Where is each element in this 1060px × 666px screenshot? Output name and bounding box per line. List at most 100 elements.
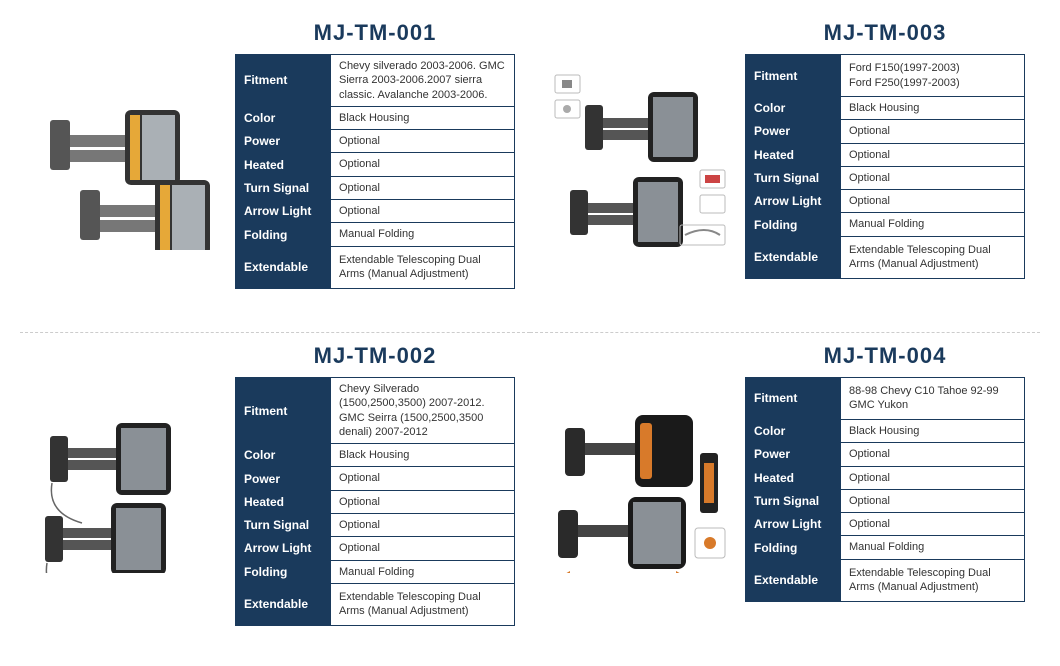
spec-value: Extendable Telescoping Dual Arms (Manual… <box>331 246 515 288</box>
table-row: HeatedOptional <box>746 466 1025 489</box>
spec-label: Arrow Light <box>746 190 841 213</box>
table-row: ExtendableExtendable Telescoping Dual Ar… <box>236 246 515 288</box>
spec-value: Extendable Telescoping Dual Arms (Manual… <box>841 236 1025 278</box>
spec-value: Black Housing <box>841 419 1025 442</box>
spec-label: Color <box>746 97 841 120</box>
spec-label: Power <box>746 443 841 466</box>
spec-table: FitmentFord F150(1997-2003) Ford F250(19… <box>745 54 1025 279</box>
spec-label: Power <box>236 467 331 490</box>
spec-label: Arrow Light <box>236 537 331 560</box>
table-row: FitmentChevy silverado 2003-2006. GMC Si… <box>236 55 515 107</box>
table-row: PowerOptional <box>746 120 1025 143</box>
spec-label: Heated <box>236 153 331 176</box>
product-card: MJ-TM-004 Fitment88-98 Chevy C10 Tahoe 9… <box>530 333 1040 656</box>
spec-label: Color <box>746 419 841 442</box>
spec-value: Optional <box>841 190 1025 213</box>
table-row: FoldingManual Folding <box>236 560 515 583</box>
spec-value: Optional <box>331 490 515 513</box>
spec-table: FitmentChevy silverado 2003-2006. GMC Si… <box>235 54 515 289</box>
table-row: Turn SignalOptional <box>746 489 1025 512</box>
towing-mirror-icon <box>40 70 220 250</box>
spec-value: Optional <box>331 200 515 223</box>
spec-label: Folding <box>746 213 841 236</box>
product-image <box>30 383 230 583</box>
spec-value: Ford F150(1997-2003) Ford F250(1997-2003… <box>841 55 1025 97</box>
spec-value: Optional <box>331 153 515 176</box>
table-row: Arrow LightOptional <box>236 537 515 560</box>
spec-value: Chevy silverado 2003-2006. GMC Sierra 20… <box>331 55 515 107</box>
product-info: MJ-TM-002 FitmentChevy Silverado (1500,2… <box>230 343 520 626</box>
table-row: FoldingManual Folding <box>746 213 1025 236</box>
product-sku: MJ-TM-001 <box>314 20 437 46</box>
spec-value: Black Housing <box>331 444 515 467</box>
table-row: PowerOptional <box>236 130 515 153</box>
spec-label: Folding <box>236 223 331 246</box>
table-row: HeatedOptional <box>236 490 515 513</box>
spec-value: Manual Folding <box>841 213 1025 236</box>
spec-value: Optional <box>331 467 515 490</box>
spec-value: Manual Folding <box>331 560 515 583</box>
table-row: PowerOptional <box>746 443 1025 466</box>
product-image <box>30 60 230 260</box>
table-row: Turn SignalOptional <box>746 166 1025 189</box>
spec-value: Extendable Telescoping Dual Arms (Manual… <box>331 583 515 625</box>
table-row: HeatedOptional <box>746 143 1025 166</box>
spec-label: Extendable <box>236 583 331 625</box>
table-row: Turn SignalOptional <box>236 176 515 199</box>
spec-label: Turn Signal <box>746 489 841 512</box>
table-row: ExtendableExtendable Telescoping Dual Ar… <box>746 559 1025 601</box>
product-info: MJ-TM-001 FitmentChevy silverado 2003-20… <box>230 20 520 289</box>
spec-label: Power <box>236 130 331 153</box>
table-row: Turn SignalOptional <box>236 514 515 537</box>
table-row: PowerOptional <box>236 467 515 490</box>
spec-label: Folding <box>746 536 841 559</box>
table-row: Arrow LightOptional <box>236 200 515 223</box>
product-card: MJ-TM-001 FitmentChevy silverado 2003-20… <box>20 10 530 333</box>
towing-mirror-icon <box>40 393 220 573</box>
spec-value: Optional <box>841 513 1025 536</box>
spec-label: Extendable <box>746 559 841 601</box>
spec-value: Optional <box>841 443 1025 466</box>
product-sku: MJ-TM-004 <box>824 343 947 369</box>
spec-label: Folding <box>236 560 331 583</box>
spec-label: Fitment <box>236 377 331 443</box>
spec-value: Black Housing <box>331 106 515 129</box>
product-sku: MJ-TM-003 <box>824 20 947 46</box>
table-row: ColorBlack Housing <box>746 97 1025 120</box>
table-row: FoldingManual Folding <box>746 536 1025 559</box>
spec-value: Optional <box>841 120 1025 143</box>
spec-label: Turn Signal <box>236 176 331 199</box>
spec-value: Optional <box>841 489 1025 512</box>
spec-value: 88-98 Chevy C10 Tahoe 92-99 GMC Yukon <box>841 377 1025 419</box>
product-info: MJ-TM-003 FitmentFord F150(1997-2003) Fo… <box>740 20 1030 279</box>
spec-value: Optional <box>841 143 1025 166</box>
spec-value: Optional <box>331 130 515 153</box>
spec-label: Fitment <box>746 377 841 419</box>
table-row: Arrow LightOptional <box>746 190 1025 213</box>
table-row: ColorBlack Housing <box>746 419 1025 442</box>
table-row: Arrow LightOptional <box>746 513 1025 536</box>
table-row: Fitment88-98 Chevy C10 Tahoe 92-99 GMC Y… <box>746 377 1025 419</box>
towing-mirror-icon <box>550 70 730 250</box>
spec-value: Optional <box>331 176 515 199</box>
spec-label: Power <box>746 120 841 143</box>
spec-label: Arrow Light <box>746 513 841 536</box>
spec-value: Optional <box>331 537 515 560</box>
table-row: FoldingManual Folding <box>236 223 515 246</box>
spec-label: Extendable <box>746 236 841 278</box>
table-row: ColorBlack Housing <box>236 106 515 129</box>
spec-table: FitmentChevy Silverado (1500,2500,3500) … <box>235 377 515 626</box>
table-row: ColorBlack Housing <box>236 444 515 467</box>
spec-label: Arrow Light <box>236 200 331 223</box>
spec-label: Color <box>236 444 331 467</box>
spec-value: Optional <box>841 166 1025 189</box>
spec-table: Fitment88-98 Chevy C10 Tahoe 92-99 GMC Y… <box>745 377 1025 602</box>
spec-label: Fitment <box>236 55 331 107</box>
product-card: MJ-TM-002 FitmentChevy Silverado (1500,2… <box>20 333 530 656</box>
spec-value: Optional <box>331 514 515 537</box>
spec-value: Manual Folding <box>841 536 1025 559</box>
product-image <box>540 383 740 583</box>
spec-value: Extendable Telescoping Dual Arms (Manual… <box>841 559 1025 601</box>
table-row: ExtendableExtendable Telescoping Dual Ar… <box>236 583 515 625</box>
product-sku: MJ-TM-002 <box>314 343 437 369</box>
